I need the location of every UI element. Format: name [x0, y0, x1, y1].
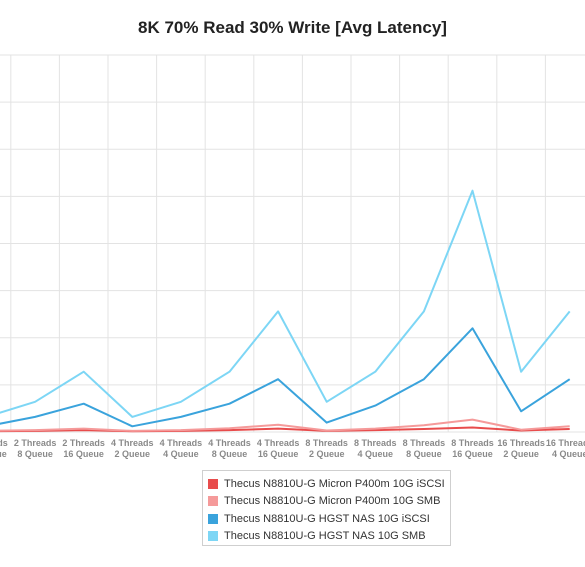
x-tick-label-line2: 2 Queue: [115, 449, 151, 459]
chart-title: 8K 70% Read 30% Write [Avg Latency]: [138, 18, 447, 37]
x-tick-label: 8 Threads 2 Queue: [305, 438, 348, 459]
x-tick-label-line1: 8 Threads: [305, 438, 348, 448]
x-tick-label: 2 Threads 8 Queue: [14, 438, 57, 459]
x-tick-label: 16 Threads 2 Queue: [497, 438, 545, 459]
legend-swatch: [208, 531, 218, 542]
x-tick-label: 8 Threads 8 Queue: [403, 438, 446, 459]
legend-swatch: [208, 478, 218, 489]
x-tick-label-line1: 1 Threads: [0, 438, 8, 448]
chart-legend: Thecus N8810U-G Micron P400m 10G iSCSI Th…: [202, 470, 451, 546]
x-tick-label-line1: 2 Threads: [14, 438, 57, 448]
x-tick-label: 4 Threads 16 Queue: [257, 438, 300, 459]
x-tick-label-line1: 16 Threads: [546, 438, 585, 448]
x-tick-label-line1: 2 Threads: [62, 438, 105, 448]
legend-item: Thecus N8810U-G Micron P400m 10G iSCSI: [208, 475, 450, 493]
x-tick-label-line2: 16 Queue: [258, 449, 299, 459]
x-tick-label-line2: 8 Queue: [17, 449, 53, 459]
series-line-2: [0, 418, 570, 432]
x-tick-label-line1: 8 Threads: [354, 438, 397, 448]
x-tick-label-line2: 8 Queue: [212, 449, 248, 459]
x-tick-label: 8 Threads 4 Queue: [354, 438, 397, 459]
legend-label: Thecus N8810U-G Micron P400m 10G SMB: [224, 495, 441, 508]
x-tick-label-line2: 4 Queue: [358, 449, 394, 459]
x-tick-label-line2: 16 Queue: [63, 449, 104, 459]
x-tick-label: 4 Threads 2 Queue: [111, 438, 154, 459]
x-tick-label: 2 Threads 16 Queue: [62, 438, 105, 459]
x-tick-label-line2: 4 Queue: [552, 449, 585, 459]
series-line-1: [0, 426, 570, 433]
x-tick-label-line1: 4 Threads: [111, 438, 154, 448]
x-tick-label: 4 Threads 8 Queue: [208, 438, 251, 459]
legend-item: Thecus N8810U-G HGST NAS 10G iSCSI: [208, 510, 450, 528]
x-tick-label: 4 Threads 4 Queue: [160, 438, 203, 459]
x-tick-label-line2: 4 Queue: [163, 449, 199, 459]
legend-label: Thecus N8810U-G Micron P400m 10G iSCSI: [224, 477, 445, 490]
legend-item: Thecus N8810U-G HGST NAS 10G SMB: [208, 528, 450, 546]
legend-label: Thecus N8810U-G HGST NAS 10G SMB: [224, 530, 426, 543]
x-tick-label-line1: 4 Threads: [160, 438, 203, 448]
series-line-3: [0, 327, 571, 428]
legend-item: Thecus N8810U-G Micron P400m 10G SMB: [208, 493, 450, 511]
x-tick-label: 8 Threads 16 Queue: [451, 438, 494, 459]
x-tick-label-line2: 2 Queue: [503, 449, 539, 459]
series-line-4: [0, 189, 571, 418]
x-tick-label-line2: 2 Queue: [309, 449, 345, 459]
legend-swatch: [208, 513, 218, 524]
x-tick-label-line2: 8 Queue: [406, 449, 442, 459]
x-tick-label-line2: 16 Queue: [452, 449, 493, 459]
x-tick-label-line1: 16 Threads: [497, 438, 545, 448]
x-tick-label-line2: 16 Queue: [0, 449, 7, 459]
x-tick-label-line1: 4 Threads: [208, 438, 251, 448]
legend-label: Thecus N8810U-G HGST NAS 10G iSCSI: [224, 512, 430, 525]
x-tick-label-line1: 8 Threads: [403, 438, 446, 448]
x-tick-label-line1: 8 Threads: [451, 438, 494, 448]
x-tick-label-line1: 4 Threads: [257, 438, 300, 448]
legend-swatch: [208, 496, 218, 507]
